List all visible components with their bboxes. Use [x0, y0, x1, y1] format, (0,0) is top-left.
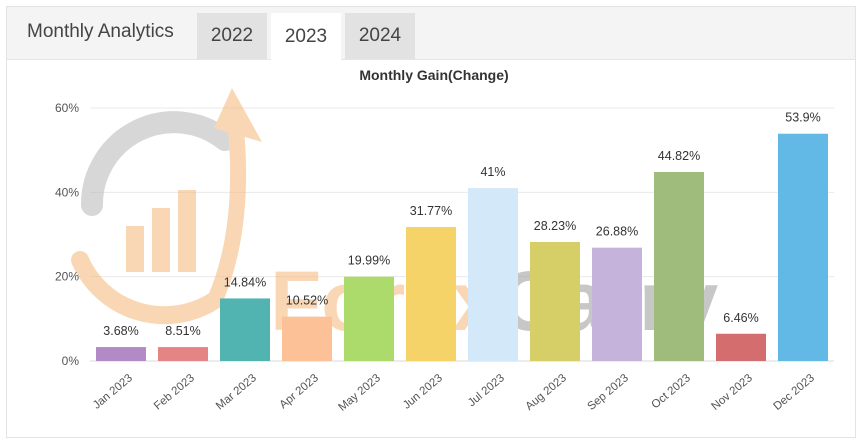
x-tick-label: May 2023: [337, 372, 383, 414]
data-label: 31.77%: [410, 204, 452, 218]
analytics-header: Monthly Analytics 2022 2023 2024: [7, 7, 855, 60]
tab-2023[interactable]: 2023: [271, 13, 341, 60]
x-axis: Jan 2023 Feb 2023 Mar 2023 Apr 2023 May 2023…: [91, 372, 817, 414]
bar-feb-2023: [158, 347, 208, 361]
analytics-widget: Monthly Analytics 2022 2023 2024: [6, 6, 856, 438]
x-tick-label: Jan 2023: [91, 372, 135, 412]
chart-title: Monthly Gain(Change): [359, 67, 508, 83]
x-tick-label: Jul 2023: [466, 372, 507, 409]
y-tick-label: 40%: [55, 185, 79, 199]
bar-oct-2023: [654, 172, 704, 361]
bar-may-2023: [344, 276, 394, 361]
data-label: 8.51%: [165, 324, 200, 338]
bar-sep-2023: [592, 247, 642, 361]
x-tick-label: Apr 2023: [277, 372, 320, 411]
x-tick-label: Jun 2023: [401, 372, 445, 412]
tab-2022[interactable]: 2022: [197, 13, 267, 59]
data-label: 14.84%: [224, 275, 266, 289]
x-tick-label: Oct 2023: [649, 372, 692, 411]
data-label: 10.52%: [286, 294, 328, 308]
x-tick-label: Feb 2023: [152, 372, 197, 412]
bar-jul-2023: [468, 188, 518, 361]
widget-title: Monthly Analytics: [27, 21, 174, 42]
bar-dec-2023: [778, 133, 828, 361]
y-tick-label: 20%: [55, 270, 79, 284]
x-tick-label: Aug 2023: [523, 372, 568, 413]
growth-arrow-logo-icon: [71, 88, 262, 325]
y-axis: 0% 20% 40% 60%: [55, 101, 79, 368]
bar-aug-2023: [530, 241, 580, 361]
x-tick-label: Mar 2023: [214, 372, 259, 412]
bar-jun-2023: [406, 227, 456, 361]
bar-jan-2023: [96, 347, 146, 361]
tab-2024[interactable]: 2024: [345, 13, 415, 59]
x-tick-label: Nov 2023: [709, 372, 754, 413]
y-tick-label: 0%: [62, 354, 80, 368]
chart-grid: [90, 107, 834, 362]
bar-apr-2023: [282, 316, 332, 361]
data-label: 6.46%: [723, 311, 758, 325]
bar-mar-2023: [220, 298, 270, 361]
data-label: 19.99%: [348, 254, 390, 268]
bars: [96, 133, 828, 361]
data-label: 41%: [480, 165, 505, 179]
data-label: 44.82%: [658, 149, 700, 163]
x-tick-label: Sep 2023: [585, 372, 630, 413]
data-label: 53.9%: [785, 111, 820, 125]
y-tick-label: 60%: [55, 101, 79, 115]
data-label: 26.88%: [596, 225, 638, 239]
data-labels: 3.68% 8.51% 14.84% 10.52% 19.99% 31.77% 41% 28.…: [103, 111, 820, 338]
data-label: 3.68%: [103, 324, 138, 338]
bar-nov-2023: [716, 333, 766, 361]
x-tick-label: Dec 2023: [771, 372, 816, 413]
data-label: 28.23%: [534, 219, 576, 233]
